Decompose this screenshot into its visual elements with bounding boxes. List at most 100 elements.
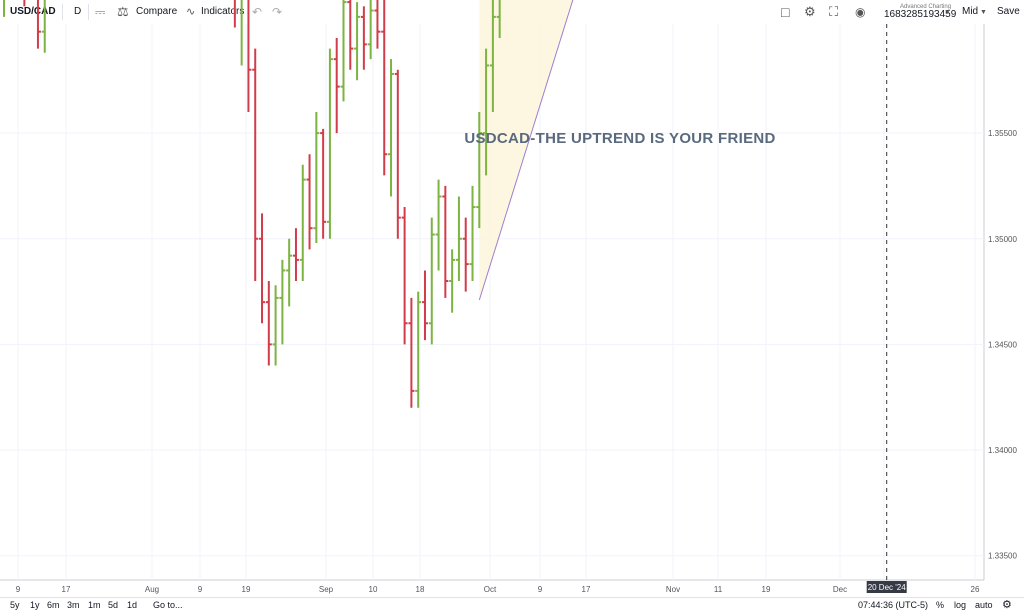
- x-tick-label: 9: [198, 585, 203, 594]
- sell-price[interactable]: 1.43718: [567, 45, 604, 56]
- x-tick-label: Sep: [319, 585, 334, 594]
- ohlc-bar: [306, 154, 313, 250]
- x-tick-label: Nov: [666, 585, 680, 594]
- settings-icon[interactable]: ⚙: [804, 4, 816, 19]
- ohlc-bar: [428, 217, 435, 345]
- ohlc-bar: [455, 196, 462, 282]
- ohlc-bar: [259, 213, 266, 324]
- chevron-down-icon: ▼: [944, 9, 951, 16]
- percent-toggle[interactable]: %: [936, 600, 945, 610]
- range-3m[interactable]: 3m: [67, 600, 80, 610]
- ohlc-bar: [476, 111, 483, 229]
- x-tick-label: 19: [762, 585, 771, 594]
- quantity-minus-button[interactable]: −: [756, 44, 762, 55]
- ohlc-bar: [299, 164, 306, 282]
- fullscreen-icon[interactable]: □: [781, 4, 790, 20]
- ohlc-bar: [272, 285, 279, 366]
- indicators-icon[interactable]: ∿: [186, 6, 196, 18]
- top-toolbar: USD/CAD D ⎓ ⚖ Compare ∿ Indicators ↶ ↷ □…: [0, 0, 1024, 25]
- ohlc-bar: [394, 69, 401, 239]
- ohlc-bar: [286, 238, 293, 307]
- ohlc-bar: [421, 270, 428, 341]
- range-1y[interactable]: 1y: [30, 600, 40, 610]
- cursor-date-badge: [866, 581, 907, 593]
- close-value: 1.43728: [265, 29, 300, 40]
- range-1d[interactable]: 1d: [127, 600, 138, 610]
- ohlc-bar: [388, 59, 395, 197]
- widget-divider: [671, 32, 672, 58]
- toolbar-divider: [62, 4, 63, 20]
- ohlc-bar: [449, 249, 456, 313]
- quantity-plus-button[interactable]: +: [755, 32, 761, 43]
- ohlc-bar: [326, 48, 333, 239]
- compare-button[interactable]: Compare: [136, 6, 178, 17]
- price-mode-selector[interactable]: Mid: [962, 6, 979, 17]
- y-tick-label: 1.34000: [988, 446, 1017, 455]
- bottom-toolbar: 5y 1y 6m 3m 1m 5d 1d Go to... 07:44:36 (…: [0, 597, 1024, 614]
- x-tick-label: 10: [369, 585, 378, 594]
- chart-style-icon[interactable]: ⎓: [95, 4, 106, 19]
- y-tick-label: 1.33500: [988, 552, 1017, 561]
- fullscreen-expand-icon[interactable]: ⛶: [829, 4, 839, 19]
- ohlc-bar: [252, 48, 259, 282]
- y-tick-label: 1.35500: [988, 129, 1017, 138]
- plot-background: [0, 24, 1024, 597]
- account-selector[interactable]: 1683285193459: [884, 9, 957, 20]
- y-tick-label: 1.35000: [988, 235, 1017, 244]
- open-value: 1.43996: [127, 29, 162, 40]
- settings-icon[interactable]: ⚙: [1002, 599, 1012, 611]
- advanced-charting-label: Advanced Charting: [900, 4, 952, 10]
- sell-label[interactable]: SELL: [567, 35, 590, 45]
- compare-icon[interactable]: ⚖: [117, 4, 129, 19]
- camera-icon[interactable]: ◉: [855, 5, 866, 19]
- x-tick-label: Dec: [833, 585, 847, 594]
- ohlc-bar: [462, 217, 469, 292]
- annotation-text: USDCAD-THE UPTREND IS YOUR FRIEND: [464, 130, 775, 147]
- x-tick-label: 11: [714, 585, 723, 594]
- symbol-search[interactable]: USD/CAD: [10, 6, 56, 17]
- ohlc-bar: [292, 228, 299, 282]
- ohlc-bar: [408, 297, 415, 408]
- buy-price[interactable]: 1.43738: [677, 45, 714, 56]
- log-toggle[interactable]: log: [954, 600, 967, 610]
- ohlc-bar: [381, 0, 388, 176]
- high-value: 1.44357: [173, 29, 209, 40]
- range-5d[interactable]: 5d: [108, 600, 119, 610]
- range-5y[interactable]: 5y: [10, 600, 20, 610]
- ohlc-bar: [279, 259, 286, 345]
- save-button[interactable]: Save: [997, 6, 1020, 17]
- auto-toggle[interactable]: auto: [975, 600, 993, 610]
- x-tick-label: Aug: [145, 585, 159, 594]
- x-tick-label: 17: [582, 585, 591, 594]
- redo-icon[interactable]: ↷: [272, 5, 283, 19]
- ohlc-bar: [313, 111, 320, 243]
- ohlc-bar: [435, 179, 442, 271]
- ohlc-bar: [401, 207, 408, 345]
- y-tick-label: 1.34500: [988, 340, 1017, 349]
- x-tick-label: 10: [880, 585, 889, 594]
- chart-legend: USD/CAD, 1D, OANDA • O1.43996 H1.44357 L…: [10, 29, 381, 40]
- buy-label[interactable]: BUY: [677, 35, 696, 45]
- low-value: 1.43708: [218, 29, 254, 40]
- interval-button[interactable]: D: [74, 6, 82, 17]
- undo-icon[interactable]: ↶: [252, 5, 263, 19]
- toolbar-divider: [88, 4, 89, 20]
- indicators-button[interactable]: Indicators: [201, 6, 245, 17]
- change-value: -0.00268 (-0.19%): [304, 29, 382, 40]
- clock-label: 07:44:36 (UTC-5): [858, 600, 929, 610]
- quantity-value[interactable]: 1: [741, 40, 747, 50]
- goto-button[interactable]: Go to...: [153, 600, 183, 610]
- ohlc-bar: [442, 185, 449, 298]
- x-tick-label: 19: [242, 585, 251, 594]
- high-label: H: [166, 29, 174, 40]
- legend-title: USD/CAD, 1D, OANDA: [10, 29, 109, 40]
- ohlc-bar: [469, 185, 476, 282]
- widget-divider: [629, 32, 630, 58]
- range-1m[interactable]: 1m: [88, 600, 101, 610]
- ohlc-bar: [333, 38, 340, 134]
- range-6m[interactable]: 6m: [47, 600, 60, 610]
- ohlc-bar: [320, 128, 327, 239]
- ohlc-bar: [483, 48, 490, 176]
- x-tick-label: 18: [416, 585, 425, 594]
